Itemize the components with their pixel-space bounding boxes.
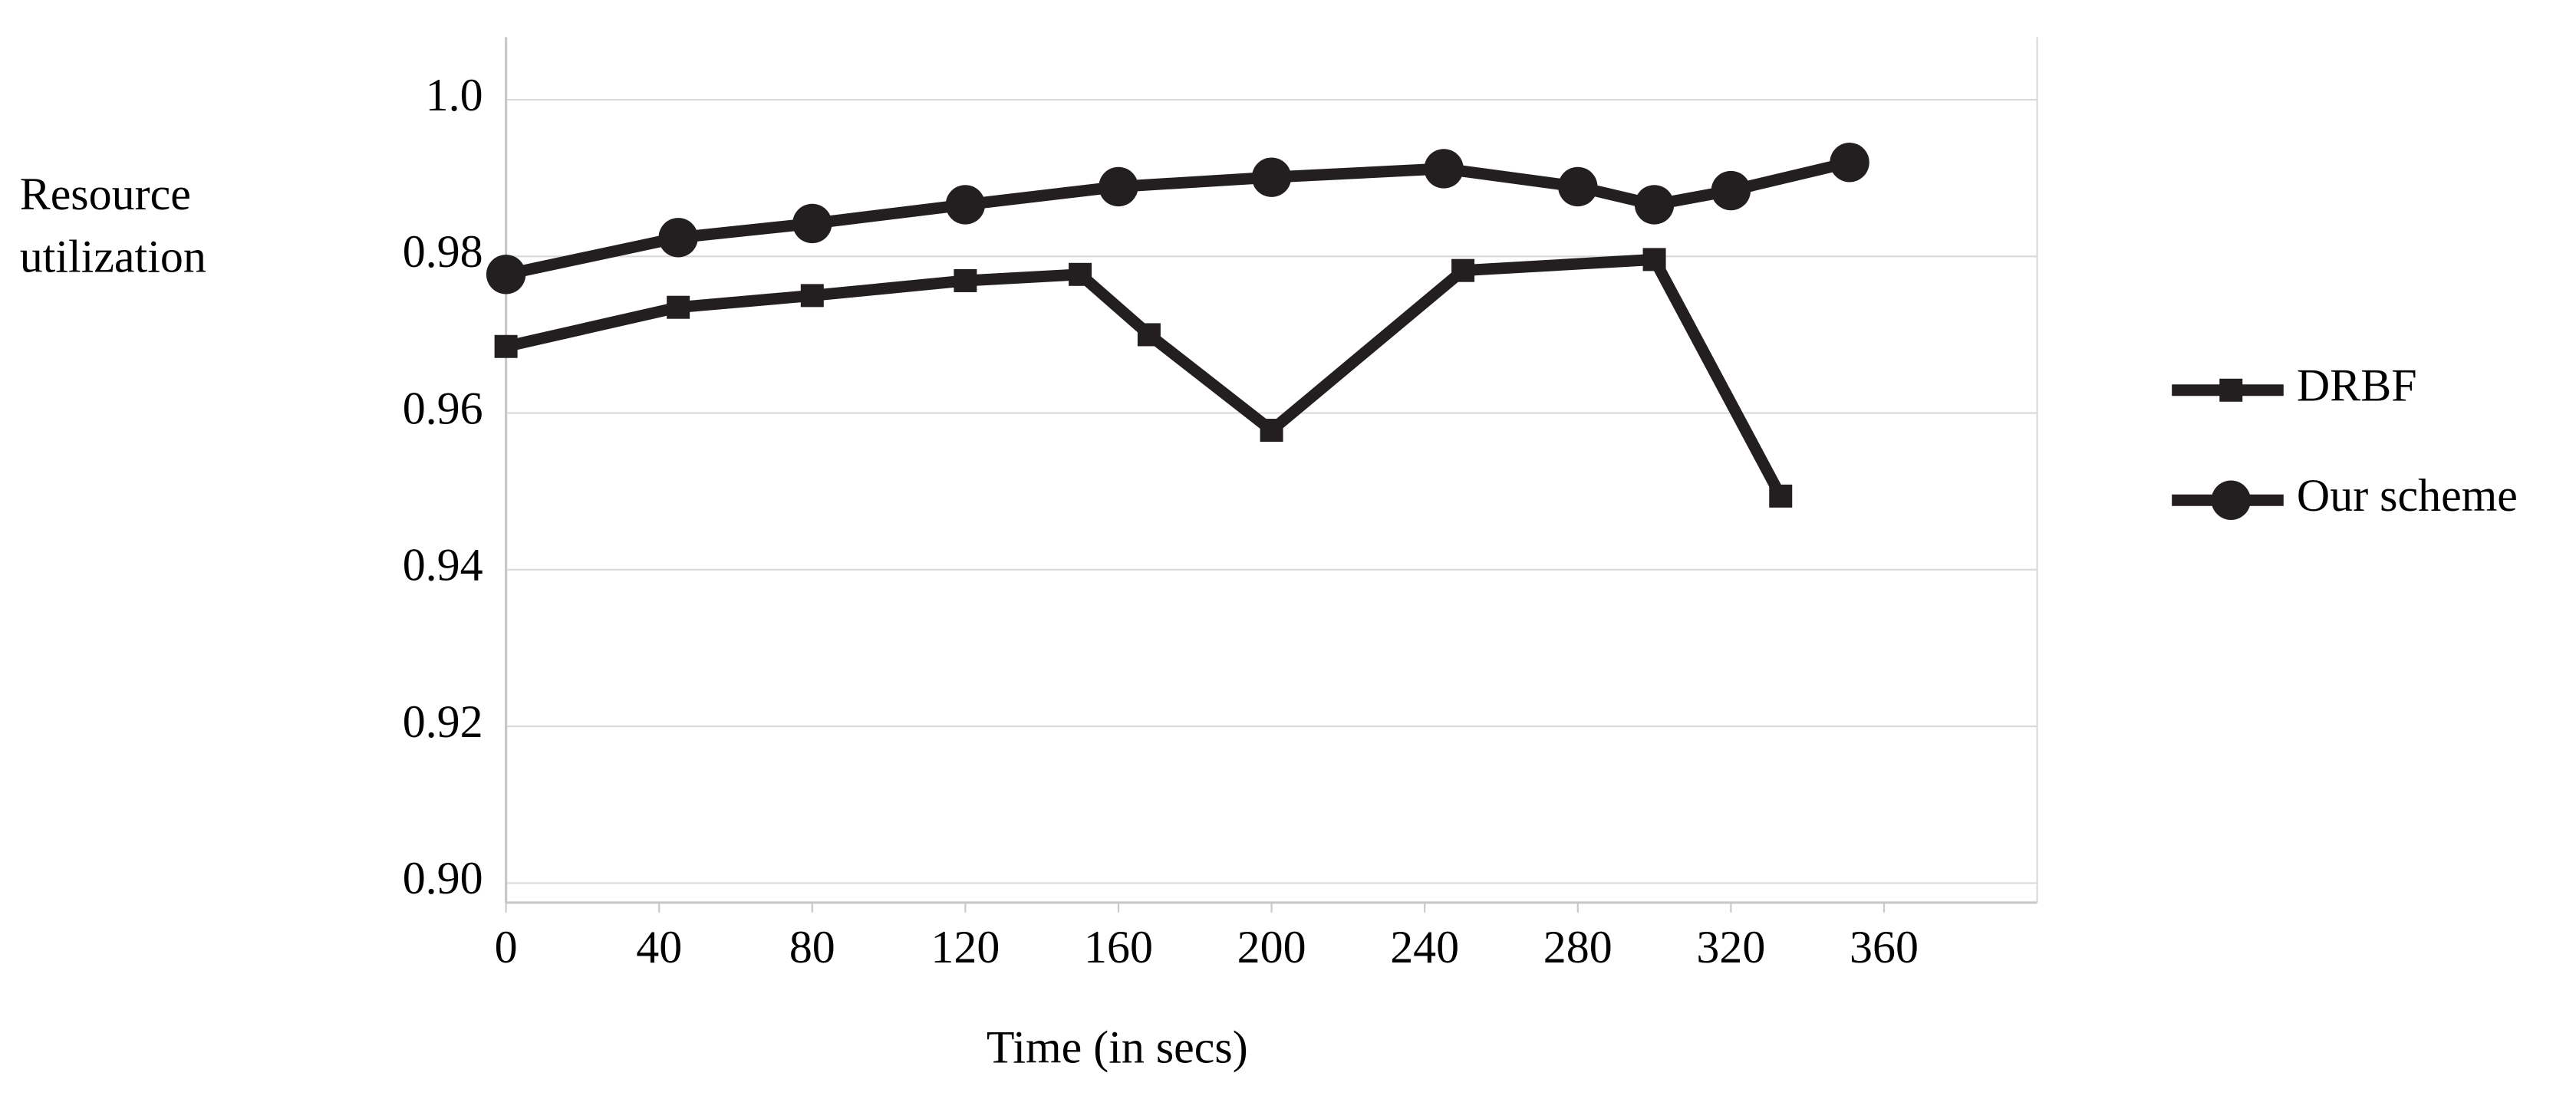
data-point (954, 268, 977, 292)
y-tick-label: 0.92 (403, 696, 483, 747)
data-point (1642, 248, 1666, 271)
x-tick-label: 0 (495, 922, 518, 972)
y-tick-label: 0.96 (403, 383, 483, 433)
x-tick-label: 240 (1390, 922, 1459, 972)
x-tick-label: 280 (1543, 922, 1612, 972)
x-tick-label: 200 (1237, 922, 1306, 972)
series-line (504, 253, 1786, 499)
data-point (486, 255, 526, 294)
data-point (1451, 258, 1475, 282)
data-point (1260, 419, 1283, 443)
legend-marker (2211, 480, 2251, 520)
data-point (1634, 185, 1675, 225)
x-tick-label: 40 (636, 922, 682, 972)
data-point (494, 334, 518, 358)
data-point (792, 203, 832, 244)
data-point (658, 218, 698, 258)
x-tick-label: 360 (1850, 922, 1919, 972)
y-tick-label: 0.94 (403, 540, 483, 591)
data-point (1137, 323, 1161, 347)
x-axis-label: Time (in secs) (987, 1022, 1248, 1073)
x-tick-label: 320 (1696, 922, 1765, 972)
data-point (1099, 166, 1138, 207)
data-point (667, 295, 690, 319)
data-point (800, 284, 824, 308)
data-point (1558, 166, 1598, 207)
x-tick-label: 80 (789, 922, 835, 972)
legend-label: Our scheme (2297, 470, 2518, 521)
y-tick-label: 0.90 (403, 853, 483, 903)
x-tick-label: 160 (1084, 922, 1153, 972)
data-point (1069, 262, 1092, 286)
legend-label: DRBF (2297, 360, 2417, 411)
data-point (1769, 484, 1793, 508)
data-point (1830, 143, 1869, 183)
data-point (1711, 170, 1751, 211)
y-axis-label-box: Resource utilization (19, 169, 206, 284)
x-tick-label: 120 (931, 922, 1000, 972)
data-point (1251, 157, 1292, 197)
y-tick-label: 1.0 (426, 70, 483, 120)
y-axis-label: Resource utilization (19, 169, 206, 284)
data-point (1424, 149, 1464, 189)
legend-marker (2219, 378, 2243, 402)
data-point (945, 185, 986, 225)
y-tick-label: 0.98 (403, 226, 483, 277)
